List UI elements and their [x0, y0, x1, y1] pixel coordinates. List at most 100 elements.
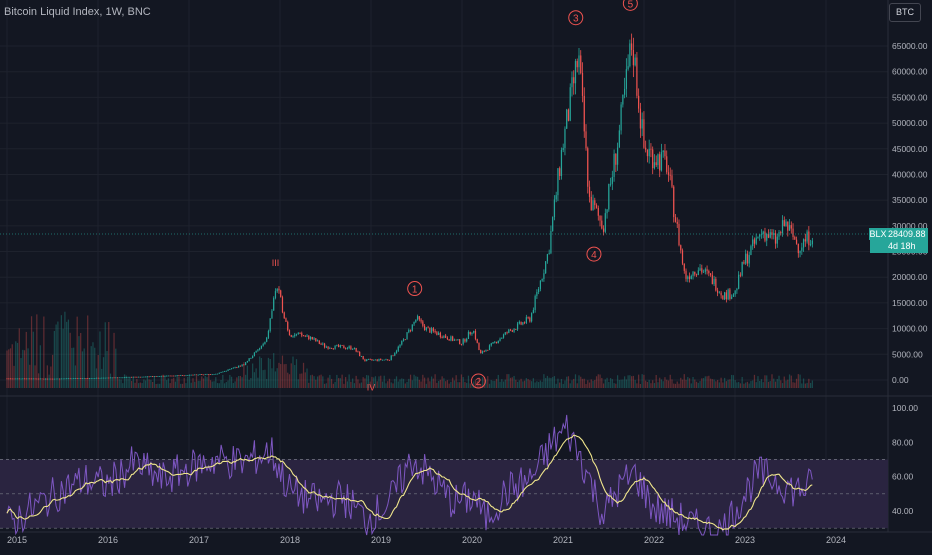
candle-body: [497, 340, 499, 344]
volume-bar: [448, 383, 450, 388]
volume-bar: [631, 376, 633, 388]
volume-bar: [202, 378, 205, 388]
candle-body: [67, 378, 70, 380]
candle-body: [287, 321, 289, 331]
volume-bar: [132, 377, 134, 388]
volume-bar: [243, 362, 245, 388]
volume-bar: [720, 377, 722, 388]
volume-bar: [143, 379, 145, 388]
candle-body: [553, 199, 556, 218]
candle-body: [355, 347, 357, 352]
volume-bar: [555, 383, 557, 388]
volume-bar: [94, 347, 96, 388]
candle-body: [404, 339, 406, 341]
candle-body: [594, 200, 596, 206]
volume-bar: [471, 383, 473, 388]
volume-bar: [120, 379, 122, 388]
candle-body: [752, 239, 754, 247]
candle-body: [562, 147, 564, 150]
volume-bar: [87, 315, 89, 388]
candle-body: [613, 153, 615, 177]
volume-bar: [178, 376, 180, 388]
volume-bar: [171, 378, 173, 388]
candle-body: [650, 148, 652, 150]
candle-body: [215, 373, 217, 375]
x-tick-label: 2015: [7, 535, 27, 545]
volume-bar: [632, 375, 634, 388]
candle-body: [599, 215, 601, 221]
candle-body: [674, 217, 677, 222]
volume-bar: [757, 376, 759, 388]
candle-body: [450, 336, 452, 341]
candle-body: [592, 200, 594, 211]
candle-body: [422, 321, 424, 326]
candle-body: [20, 378, 22, 380]
volume-bar: [237, 376, 240, 388]
candle-body: [55, 378, 57, 380]
candle-body: [262, 344, 264, 346]
volume-bar: [795, 378, 798, 388]
candle-body: [759, 234, 761, 237]
candle-body: [504, 332, 506, 335]
candle-body: [585, 131, 587, 149]
candle-body: [767, 233, 770, 238]
volume-bar: [715, 381, 717, 388]
candle-body: [783, 220, 785, 227]
volume-bar: [301, 373, 303, 388]
volume-bar: [418, 379, 420, 388]
candle-body: [587, 148, 589, 187]
candle-body: [44, 378, 47, 380]
candle-body: [290, 335, 292, 337]
candle-body: [420, 319, 422, 322]
candle-body: [555, 195, 557, 200]
volume-bar: [602, 383, 605, 388]
candle-body: [187, 374, 189, 376]
candle-body: [741, 261, 743, 276]
volume-bar: [525, 378, 527, 388]
volume-bar: [652, 380, 654, 388]
volume-bar: [413, 374, 415, 388]
candle-body: [8, 378, 10, 380]
volume-bar: [681, 379, 684, 388]
candle-body: [167, 375, 170, 377]
candle-body: [688, 276, 691, 279]
candle-body: [327, 346, 329, 349]
candle-body: [778, 232, 780, 237]
volume-bar: [309, 375, 312, 388]
volume-bar: [553, 376, 556, 388]
volume-bar: [197, 380, 199, 388]
volume-bar: [327, 377, 329, 388]
volume-bar: [552, 377, 554, 388]
volume-bar: [804, 383, 806, 388]
volume-bar: [315, 379, 317, 388]
candle-body: [271, 310, 273, 319]
candle-body: [220, 372, 222, 373]
volume-bar: [36, 314, 38, 388]
candle-body: [211, 374, 213, 376]
x-tick-label: 2021: [553, 535, 573, 545]
candle-body: [334, 345, 336, 349]
candle-body: [678, 223, 680, 246]
volume-bar: [346, 381, 349, 388]
candle-body: [280, 290, 282, 298]
candle-body: [152, 376, 154, 378]
candle-body: [811, 240, 813, 245]
candle-body: [485, 349, 487, 352]
volume-bar: [629, 375, 631, 388]
volume-bar: [208, 374, 210, 388]
candle-body: [341, 345, 343, 347]
symbol-button[interactable]: BTC: [889, 3, 921, 22]
volume-bar: [569, 383, 571, 388]
candle-body: [501, 337, 503, 339]
volume-bar: [650, 383, 652, 388]
volume-bar: [259, 356, 261, 388]
candle-body: [345, 348, 347, 350]
volume-bar: [511, 377, 513, 388]
candle-body: [330, 348, 333, 349]
volume-bar: [546, 375, 549, 388]
volume-bar: [190, 382, 192, 388]
volume-bar: [594, 380, 596, 388]
candle-body: [373, 359, 375, 361]
